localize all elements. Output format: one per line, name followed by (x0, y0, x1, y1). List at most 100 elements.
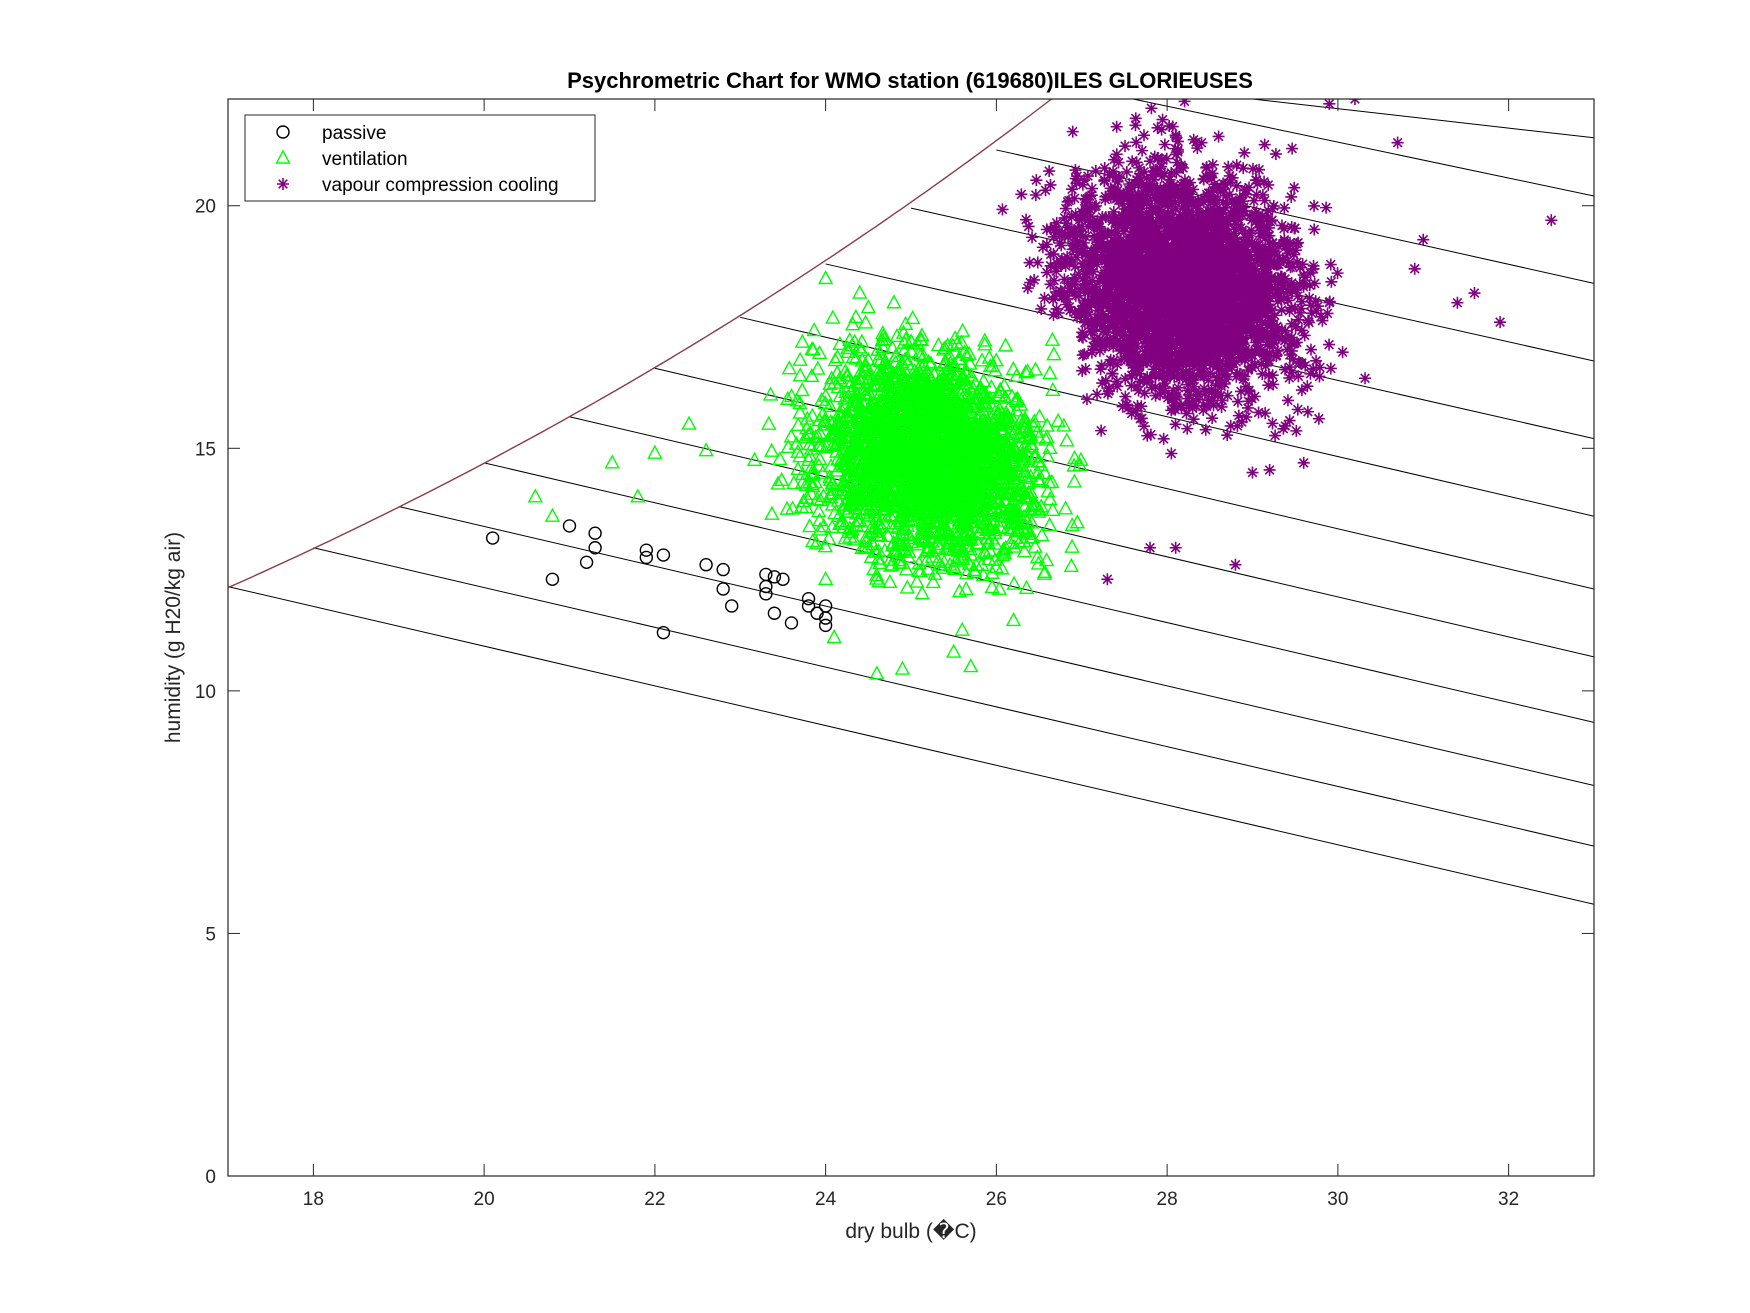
point-vapour-compression-cooling (1131, 277, 1144, 290)
point-vapour-compression-cooling (1243, 282, 1256, 295)
point-ventilation (1008, 402, 1025, 417)
point-vapour-compression-cooling (1200, 356, 1212, 369)
point-vapour-compression-cooling (1110, 192, 1123, 205)
point-vapour-compression-cooling (1281, 247, 1294, 260)
point-ventilation (958, 565, 975, 580)
point-vapour-compression-cooling (1233, 209, 1246, 222)
point-vapour-compression-cooling (1288, 181, 1301, 194)
point-vapour-compression-cooling (1167, 402, 1180, 415)
point-vapour-compression-cooling (1119, 347, 1132, 360)
point-ventilation (817, 538, 834, 553)
point-vapour-compression-cooling (1243, 262, 1256, 275)
point-ventilation (895, 525, 911, 540)
point-vapour-compression-cooling (1200, 188, 1213, 201)
point-vapour-compression-cooling (1124, 334, 1137, 347)
point-vapour-compression-cooling (1048, 260, 1061, 273)
point-ventilation (1019, 513, 1035, 528)
point-vapour-compression-cooling (1145, 333, 1158, 346)
point-vapour-compression-cooling (1138, 387, 1151, 400)
point-ventilation (954, 322, 971, 337)
point-vapour-compression-cooling (1108, 273, 1121, 286)
point-vapour-compression-cooling (1278, 201, 1291, 214)
point-vapour-compression-cooling (1219, 350, 1232, 363)
point-vapour-compression-cooling (1231, 395, 1244, 408)
point-vapour-compression-cooling (1062, 277, 1075, 290)
point-vapour-compression-cooling (1194, 318, 1207, 331)
point-vapour-compression-cooling (1245, 312, 1258, 325)
point-vapour-compression-cooling (1213, 279, 1226, 292)
point-vapour-compression-cooling (1232, 409, 1245, 422)
point-vapour-compression-cooling (1228, 208, 1241, 221)
point-vapour-compression-cooling (1179, 274, 1192, 287)
point-vapour-compression-cooling (1153, 274, 1166, 287)
point-vapour-compression-cooling (1178, 99, 1191, 108)
enthalpy-line (313, 547, 1594, 847)
point-ventilation (956, 514, 972, 529)
point-vapour-compression-cooling (1494, 316, 1507, 329)
point-vapour-compression-cooling (1209, 264, 1222, 277)
point-ventilation (1031, 408, 1048, 423)
point-vapour-compression-cooling (1167, 213, 1180, 226)
point-vapour-compression-cooling (1118, 212, 1131, 225)
point-vapour-compression-cooling (1286, 142, 1299, 155)
point-vapour-compression-cooling (1213, 216, 1226, 229)
point-ventilation (1057, 500, 1074, 515)
enthalpy-line (654, 367, 1594, 590)
point-vapour-compression-cooling (1155, 297, 1168, 310)
point-ventilation (1017, 410, 1033, 425)
point-ventilation (928, 500, 944, 516)
point-vapour-compression-cooling (1180, 407, 1193, 420)
point-vapour-compression-cooling (1233, 298, 1246, 311)
point-vapour-compression-cooling (1250, 174, 1263, 187)
point-vapour-compression-cooling (1130, 136, 1143, 149)
point-vapour-compression-cooling (1076, 300, 1089, 313)
point-vapour-compression-cooling (1313, 370, 1326, 383)
point-vapour-compression-cooling (1165, 323, 1178, 336)
point-vapour-compression-cooling (1160, 179, 1173, 192)
point-vapour-compression-cooling (1137, 283, 1150, 296)
point-vapour-compression-cooling (1193, 311, 1206, 324)
point-vapour-compression-cooling (1170, 391, 1183, 404)
point-vapour-compression-cooling (1165, 258, 1178, 271)
point-vapour-compression-cooling (1181, 392, 1194, 405)
point-vapour-compression-cooling (1040, 238, 1053, 251)
point-vapour-compression-cooling (1163, 173, 1176, 186)
point-vapour-compression-cooling (1058, 228, 1071, 241)
point-vapour-compression-cooling (1116, 264, 1129, 277)
point-vapour-compression-cooling (1277, 281, 1290, 294)
point-vapour-compression-cooling (1145, 102, 1158, 115)
point-vapour-compression-cooling (1243, 384, 1256, 397)
point-vapour-compression-cooling (1131, 248, 1144, 261)
point-vapour-compression-cooling (1069, 260, 1082, 273)
point-vapour-compression-cooling (1226, 171, 1239, 184)
point-ventilation (827, 437, 844, 452)
point-vapour-compression-cooling (1211, 330, 1224, 343)
point-vapour-compression-cooling (1129, 311, 1142, 324)
point-vapour-compression-cooling (1270, 320, 1283, 333)
point-vapour-compression-cooling (1137, 185, 1150, 198)
point-vapour-compression-cooling (1173, 279, 1186, 292)
point-vapour-compression-cooling (1126, 321, 1139, 334)
point-vapour-compression-cooling (1115, 303, 1128, 316)
point-vapour-compression-cooling (1143, 295, 1156, 308)
point-vapour-compression-cooling (1029, 189, 1042, 202)
point-ventilation (1036, 565, 1052, 580)
point-vapour-compression-cooling (1233, 287, 1246, 300)
point-vapour-compression-cooling (1249, 345, 1262, 358)
point-vapour-compression-cooling (1112, 231, 1125, 244)
point-vapour-compression-cooling (1100, 295, 1113, 308)
point-vapour-compression-cooling (1545, 214, 1558, 227)
point-ventilation (1046, 346, 1062, 361)
point-vapour-compression-cooling (1119, 372, 1132, 385)
point-vapour-compression-cooling (1125, 225, 1138, 238)
point-vapour-compression-cooling (1137, 129, 1150, 142)
point-vapour-compression-cooling (1104, 333, 1117, 346)
point-vapour-compression-cooling (1256, 326, 1269, 339)
point-vapour-compression-cooling (1253, 163, 1266, 176)
point-vapour-compression-cooling (1152, 237, 1165, 250)
point-ventilation (1018, 364, 1034, 379)
point-vapour-compression-cooling (1268, 336, 1281, 349)
point-vapour-compression-cooling (1069, 164, 1082, 177)
point-vapour-compression-cooling (1192, 393, 1205, 406)
point-vapour-compression-cooling (1077, 236, 1090, 249)
